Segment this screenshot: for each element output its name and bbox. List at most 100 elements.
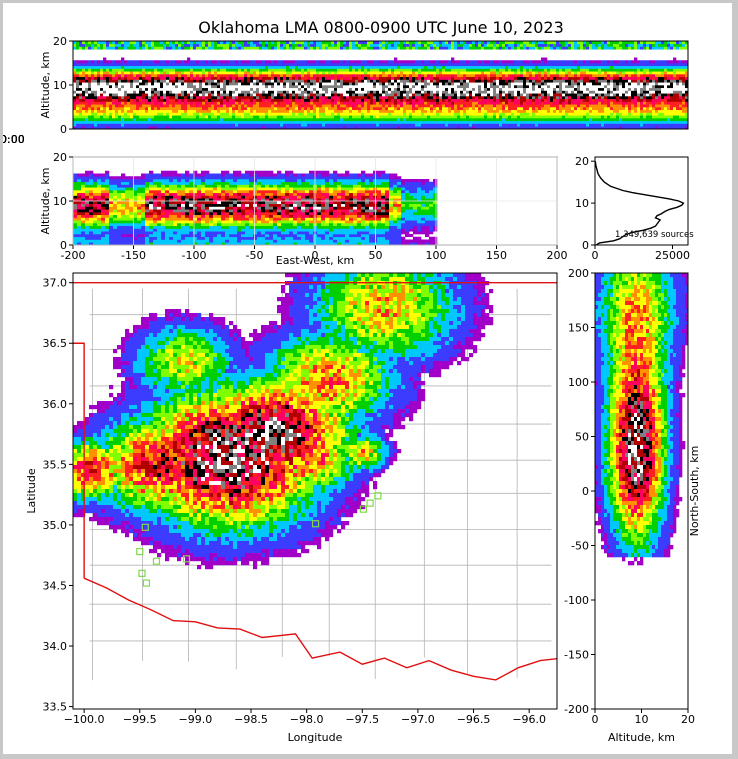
density-cell <box>607 126 611 129</box>
density-cell <box>178 120 182 124</box>
density-cell <box>472 65 476 69</box>
density-cell <box>475 120 479 124</box>
density-cell <box>394 76 398 80</box>
density-cell <box>262 96 266 100</box>
density-cell <box>355 123 359 127</box>
density-cell <box>106 87 110 91</box>
density-cell <box>583 118 587 122</box>
density-cell <box>580 123 584 127</box>
density-cell <box>319 96 323 100</box>
density-cell <box>526 107 530 111</box>
density-cell <box>469 41 473 45</box>
density-cell <box>133 107 137 111</box>
density-cell <box>73 85 77 89</box>
density-cell <box>604 123 608 127</box>
density-cell <box>124 90 128 94</box>
density-cell <box>163 82 167 86</box>
density-cell <box>538 43 542 47</box>
density-cell <box>352 115 356 119</box>
density-cell <box>574 126 578 129</box>
density-cell <box>514 65 518 69</box>
density-cell <box>100 41 104 45</box>
density-cell <box>499 41 503 45</box>
density-cell <box>247 63 251 67</box>
density-cell <box>109 101 113 105</box>
density-cell <box>562 109 566 113</box>
density-cell <box>331 101 335 105</box>
density-cell <box>121 85 125 89</box>
density-cell <box>151 115 155 119</box>
density-cell <box>289 63 293 67</box>
density-cell <box>274 71 278 75</box>
density-cell <box>160 46 164 50</box>
density-cell <box>403 87 407 91</box>
density-cell <box>421 43 425 47</box>
density-cell <box>463 79 467 83</box>
density-cell <box>157 43 161 47</box>
density-cell <box>433 126 437 129</box>
density-cell <box>481 60 485 64</box>
density-cell <box>175 126 179 129</box>
density-cell <box>601 68 605 72</box>
density-cell <box>100 79 104 83</box>
density-cell <box>571 120 575 124</box>
density-cell <box>235 87 239 91</box>
density-cell <box>481 90 485 94</box>
density-cell <box>319 82 323 86</box>
density-cell <box>181 101 185 105</box>
density-cell <box>505 76 509 80</box>
density-cell <box>592 60 596 64</box>
density-cell <box>541 41 545 45</box>
density-cell <box>418 85 422 89</box>
density-cell <box>334 71 338 75</box>
density-cell <box>253 71 257 75</box>
density-cell <box>355 68 359 72</box>
density-cell <box>556 68 560 72</box>
density-cell <box>562 63 566 67</box>
density-cell <box>355 120 359 124</box>
density-cell <box>88 82 92 86</box>
density-cell <box>223 98 227 102</box>
density-cell <box>445 104 449 108</box>
density-cell <box>388 76 392 80</box>
density-cell <box>478 120 482 124</box>
density-cell <box>391 96 395 100</box>
density-cell <box>331 76 335 80</box>
density-cell <box>589 63 593 67</box>
density-cell <box>571 74 575 78</box>
density-cell <box>238 76 242 80</box>
density-cell <box>493 93 497 97</box>
density-cell <box>118 85 122 89</box>
density-cell <box>205 79 209 83</box>
density-cell <box>238 118 242 122</box>
density-cell <box>439 65 443 69</box>
density-cell <box>337 109 341 113</box>
density-cell <box>460 123 464 127</box>
density-cell <box>127 74 131 78</box>
density-cell <box>259 79 263 83</box>
density-cell <box>583 109 587 113</box>
density-cell <box>355 96 359 100</box>
density-cell <box>85 118 89 122</box>
density-cell <box>322 98 326 102</box>
density-cell <box>361 79 365 83</box>
density-cell <box>367 120 371 124</box>
density-cell <box>157 60 161 64</box>
density-cell <box>418 126 422 129</box>
density-cell <box>574 98 578 102</box>
density-cell <box>226 85 230 89</box>
density-cell <box>241 96 245 100</box>
density-cell <box>556 90 560 94</box>
density-cell <box>376 101 380 105</box>
density-cell <box>571 63 575 67</box>
density-cell <box>313 76 317 80</box>
density-cell <box>436 118 440 122</box>
density-cell <box>301 85 305 89</box>
density-cell <box>166 79 170 83</box>
density-cell <box>163 126 167 129</box>
density-cell <box>169 76 173 80</box>
density-cell <box>313 71 317 75</box>
density-cell <box>268 68 272 72</box>
density-cell <box>202 74 206 78</box>
density-cell <box>550 85 554 89</box>
